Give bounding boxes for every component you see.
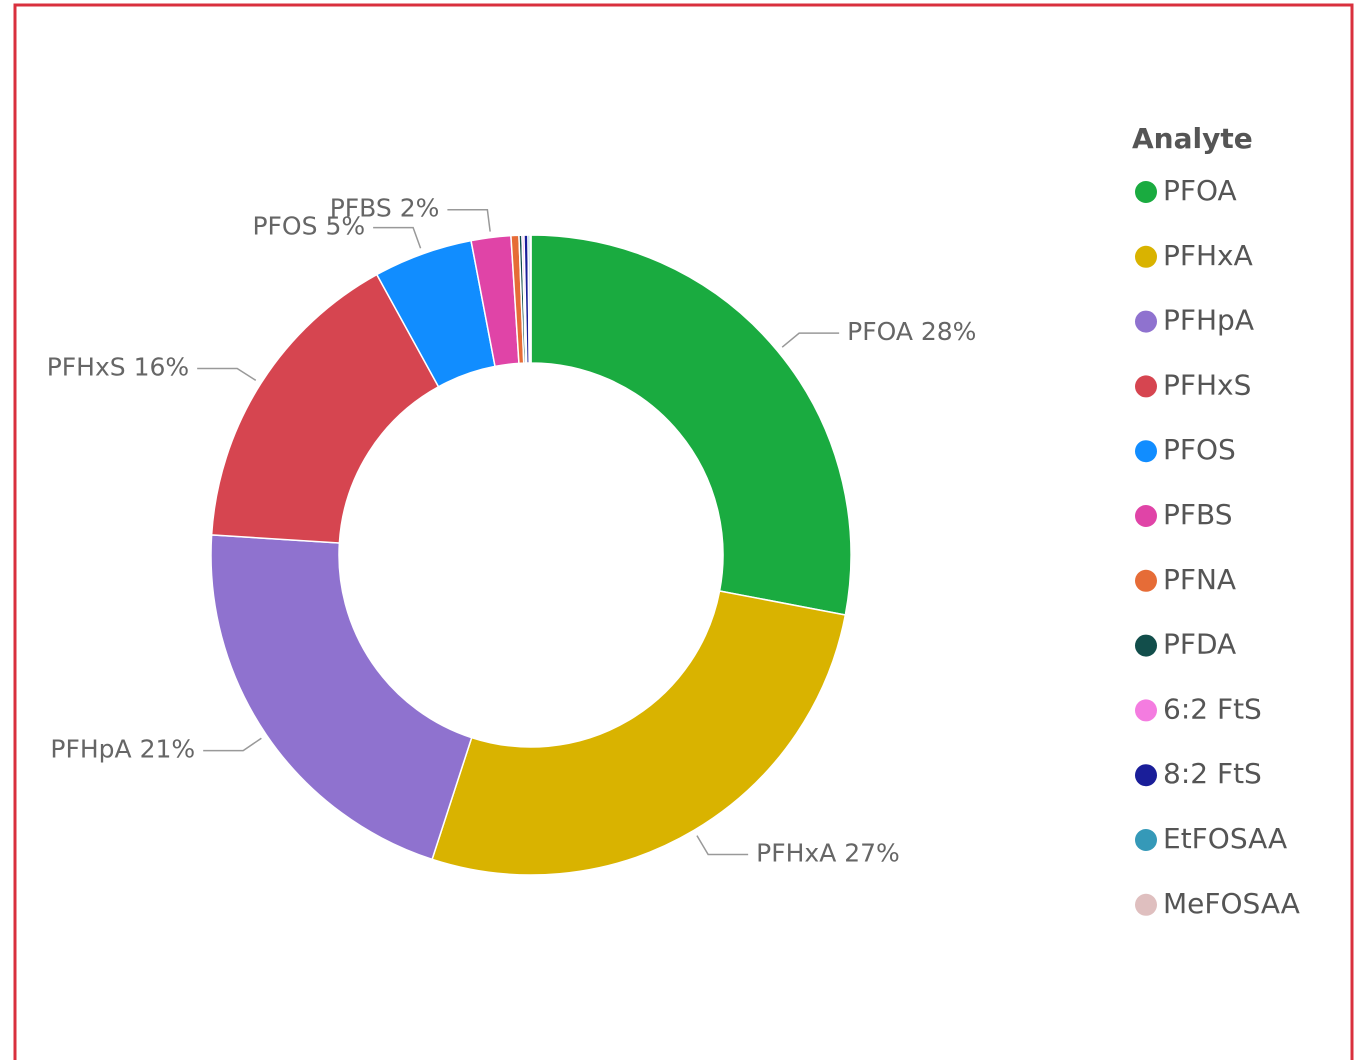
- legend-label: PFDA: [1163, 628, 1236, 661]
- data-label-name: PFOS: [252, 212, 317, 241]
- donut-slice: [210, 273, 440, 544]
- donut-slice: [431, 590, 847, 876]
- data-label-value: 27%: [844, 839, 900, 868]
- donut-slice: [210, 534, 473, 861]
- legend-marker: [1135, 505, 1157, 527]
- legend-title: Analyte: [1132, 122, 1253, 155]
- legend-label: EtFOSAA: [1163, 822, 1287, 855]
- legend-marker: [1135, 245, 1157, 268]
- legend-label: PFOS: [1163, 433, 1236, 466]
- data-label: PFOA 28%: [847, 317, 976, 346]
- legend-label: PFOA: [1163, 174, 1237, 207]
- leader-line: [447, 208, 491, 232]
- data-label: PFOS 5%: [252, 212, 365, 241]
- leader-line: [197, 367, 257, 381]
- legend-label: PFNA: [1163, 563, 1236, 596]
- legend-marker: [1135, 764, 1157, 787]
- leader-line: [696, 835, 749, 856]
- data-label-value: 16%: [134, 353, 190, 382]
- legend-marker: [1135, 829, 1157, 851]
- data-label-value: 5%: [325, 212, 365, 241]
- legend-label: PFBS: [1163, 498, 1232, 531]
- legend-marker: [1135, 699, 1157, 722]
- leader-line: [203, 737, 262, 752]
- frame: [13, 3, 1354, 1060]
- leader-line: [781, 332, 840, 348]
- data-label: PFBS 2%: [330, 194, 440, 223]
- data-label-name: PFHpA: [50, 735, 131, 764]
- legend-marker: [1135, 375, 1157, 398]
- data-label: PFHpA 21%: [50, 735, 195, 764]
- data-label-name: PFHxS: [47, 353, 126, 382]
- legend-label: PFHxS: [1163, 368, 1251, 401]
- legend-label: 6:2 FtS: [1163, 692, 1262, 725]
- legend-label: PFHpA: [1163, 304, 1254, 337]
- legend-marker: [1135, 440, 1157, 463]
- legend-marker: [1135, 893, 1157, 916]
- legend-marker: [1135, 569, 1157, 592]
- data-label-value: 2%: [400, 194, 440, 223]
- legend-marker: [1135, 181, 1157, 203]
- legend-marker: [1135, 310, 1157, 333]
- data-label: PFHxS 16%: [47, 353, 189, 382]
- legend-label: 8:2 FtS: [1163, 757, 1262, 790]
- data-label-name: PFHxA: [756, 839, 836, 868]
- data-label-name: PFBS: [330, 194, 392, 223]
- legend-label: PFHxA: [1163, 239, 1253, 272]
- donut-slice: [530, 234, 852, 616]
- data-label-value: 21%: [140, 735, 196, 764]
- donut-slice: [529, 234, 532, 364]
- data-label-name: PFOA: [847, 317, 913, 346]
- legend-label: MeFOSAA: [1163, 887, 1300, 920]
- data-label-value: 28%: [921, 317, 977, 346]
- leader-line: [373, 226, 422, 249]
- data-label: PFHxA 27%: [756, 839, 900, 868]
- legend-marker: [1135, 634, 1157, 657]
